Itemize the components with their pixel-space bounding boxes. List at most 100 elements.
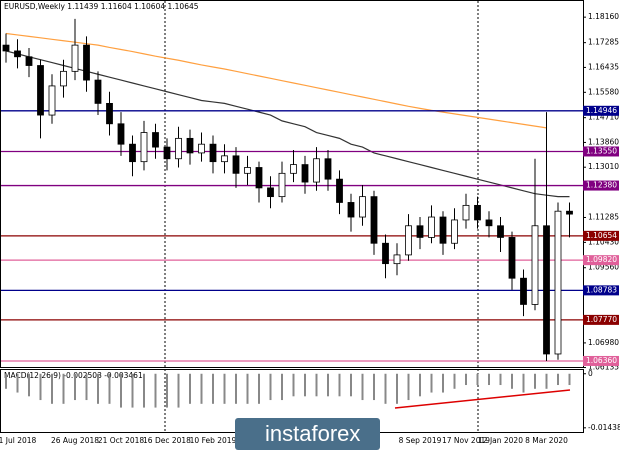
x-tick-label: 12 Jan 2020 [478, 436, 523, 445]
candle-body [232, 155, 240, 174]
candle-body [60, 70, 67, 87]
level-tag [583, 105, 619, 116]
candle-body [106, 102, 113, 125]
level-tag [583, 355, 619, 366]
moving-average [5, 50, 570, 198]
macd-bar [384, 373, 387, 404]
candle-body [336, 178, 343, 203]
macd-bar [327, 373, 329, 397]
y-tick-label: 1.13860 [588, 137, 619, 146]
candle-body [554, 210, 562, 355]
macd-bar [304, 373, 306, 397]
macd-bar [361, 373, 364, 401]
macd-bar [350, 373, 352, 397]
macd-bar [154, 373, 157, 408]
macd-bar [476, 373, 479, 386]
candle-body [347, 202, 355, 218]
x-tick-label: 17 Nov 2019 [442, 436, 490, 445]
macd-bar [166, 373, 168, 408]
level-label: 1.07770 [586, 315, 617, 324]
macd-bar [120, 373, 122, 408]
level-label: 1.09820 [586, 255, 617, 264]
level-tag [583, 146, 619, 157]
macd-bar [51, 373, 53, 404]
candle-body [186, 137, 194, 154]
macd-bar [442, 373, 444, 393]
x-tick-label: 8 Mar 2020 [525, 436, 568, 445]
macd-bar [177, 373, 180, 408]
level-label: 1.12380 [586, 181, 617, 190]
macd-bar [223, 373, 226, 404]
macd-label: MACD(12,26,9) -0.002503 -0.003461 [4, 371, 143, 380]
macd-bar [545, 373, 548, 389]
x-tick-label: 8 Sep 2019 [399, 436, 442, 445]
x-tick-label: 21 Oct 2018 [98, 436, 145, 445]
candle-body [485, 219, 493, 227]
marks: 1.18160 1.17285 1.16435 1.15580 1.14710 1.138… [0, 12, 620, 445]
level-tag [583, 285, 619, 296]
candle-body [543, 225, 550, 355]
macd-bar [465, 373, 467, 386]
y-tick-label: 1.09560 [588, 263, 619, 272]
macd-bar [430, 373, 433, 393]
candle-body [393, 254, 401, 265]
candle-body [83, 44, 90, 81]
candle-body [209, 143, 217, 163]
candle-body [451, 219, 458, 244]
candle-body [94, 79, 102, 104]
x-tick-label: 1 Jul 2018 [0, 436, 37, 445]
y-tick-label: 1.18160 [588, 12, 619, 21]
macd-bar [5, 373, 7, 389]
candle-body [359, 196, 366, 218]
y-tick-label: 1.16435 [588, 62, 619, 71]
y-tick-label: 1.06135 [588, 363, 619, 372]
candle-body [198, 143, 205, 154]
macd-tick-label: -0.014389 [588, 423, 620, 432]
candle-body [48, 85, 56, 116]
macd-bar [200, 373, 203, 404]
macd-bar [28, 373, 30, 397]
y-tick-label: 1.17285 [588, 38, 619, 47]
macd-bar [488, 373, 490, 386]
macd-bar [269, 373, 272, 401]
moving-average [5, 32, 547, 129]
candle-body [497, 225, 504, 238]
candle-body [2, 44, 10, 52]
macd-bar [568, 373, 571, 386]
macd-bar [189, 373, 191, 404]
macd-bar [534, 373, 536, 389]
macd-bar [373, 373, 375, 401]
level-tag [583, 180, 619, 191]
macd-bar [557, 373, 559, 386]
x-tick-label: 16 Dec 2018 [143, 436, 191, 445]
candle-body [25, 56, 33, 66]
macd-bar [315, 373, 318, 397]
level-tag [583, 230, 619, 241]
y-tick-label: 1.10430 [588, 237, 619, 246]
candle-body [221, 155, 228, 163]
level-label: 1.14946 [586, 106, 617, 115]
macd-bar [338, 373, 341, 397]
candle-body [71, 44, 79, 72]
level-tag [583, 314, 619, 325]
candle-body [405, 225, 412, 256]
macd-bar [97, 373, 99, 404]
macd-bar [85, 373, 88, 401]
candle-body [520, 277, 527, 305]
candle-body [370, 196, 378, 244]
candle-body [140, 132, 148, 163]
x-tick-label: 26 Aug 2018 [51, 436, 99, 445]
level-label: 1.13550 [586, 146, 617, 155]
y-tick-label: 1.11285 [588, 212, 619, 221]
candle-body [290, 164, 297, 174]
macd-bar [39, 373, 42, 401]
macd-bar [74, 373, 76, 401]
candle-body [566, 210, 573, 215]
candle-body [244, 167, 251, 174]
trend-line [394, 389, 571, 409]
chart-title: EURUSD,Weekly 1.11439 1.11604 1.10604 1.… [4, 2, 199, 11]
y-tick-label: 1.14710 [588, 113, 619, 122]
y-tick-label: 1.15580 [588, 87, 619, 96]
macd-bar [16, 373, 19, 393]
